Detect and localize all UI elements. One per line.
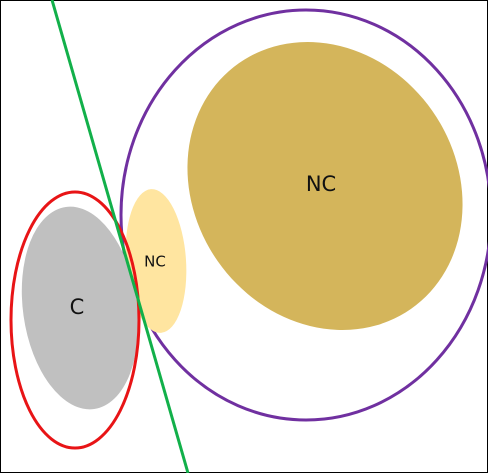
large-nc-label: NC bbox=[306, 172, 336, 196]
class-c-region bbox=[21, 206, 139, 410]
red-boundary-ellipse bbox=[9, 190, 141, 450]
class-c-label: C bbox=[70, 295, 85, 319]
green-separator-line bbox=[50, 0, 190, 473]
small-nc-label: NC bbox=[144, 253, 166, 271]
purple-boundary-circle bbox=[119, 8, 488, 422]
large-nc-region bbox=[187, 41, 463, 331]
small-nc-region bbox=[125, 189, 187, 333]
